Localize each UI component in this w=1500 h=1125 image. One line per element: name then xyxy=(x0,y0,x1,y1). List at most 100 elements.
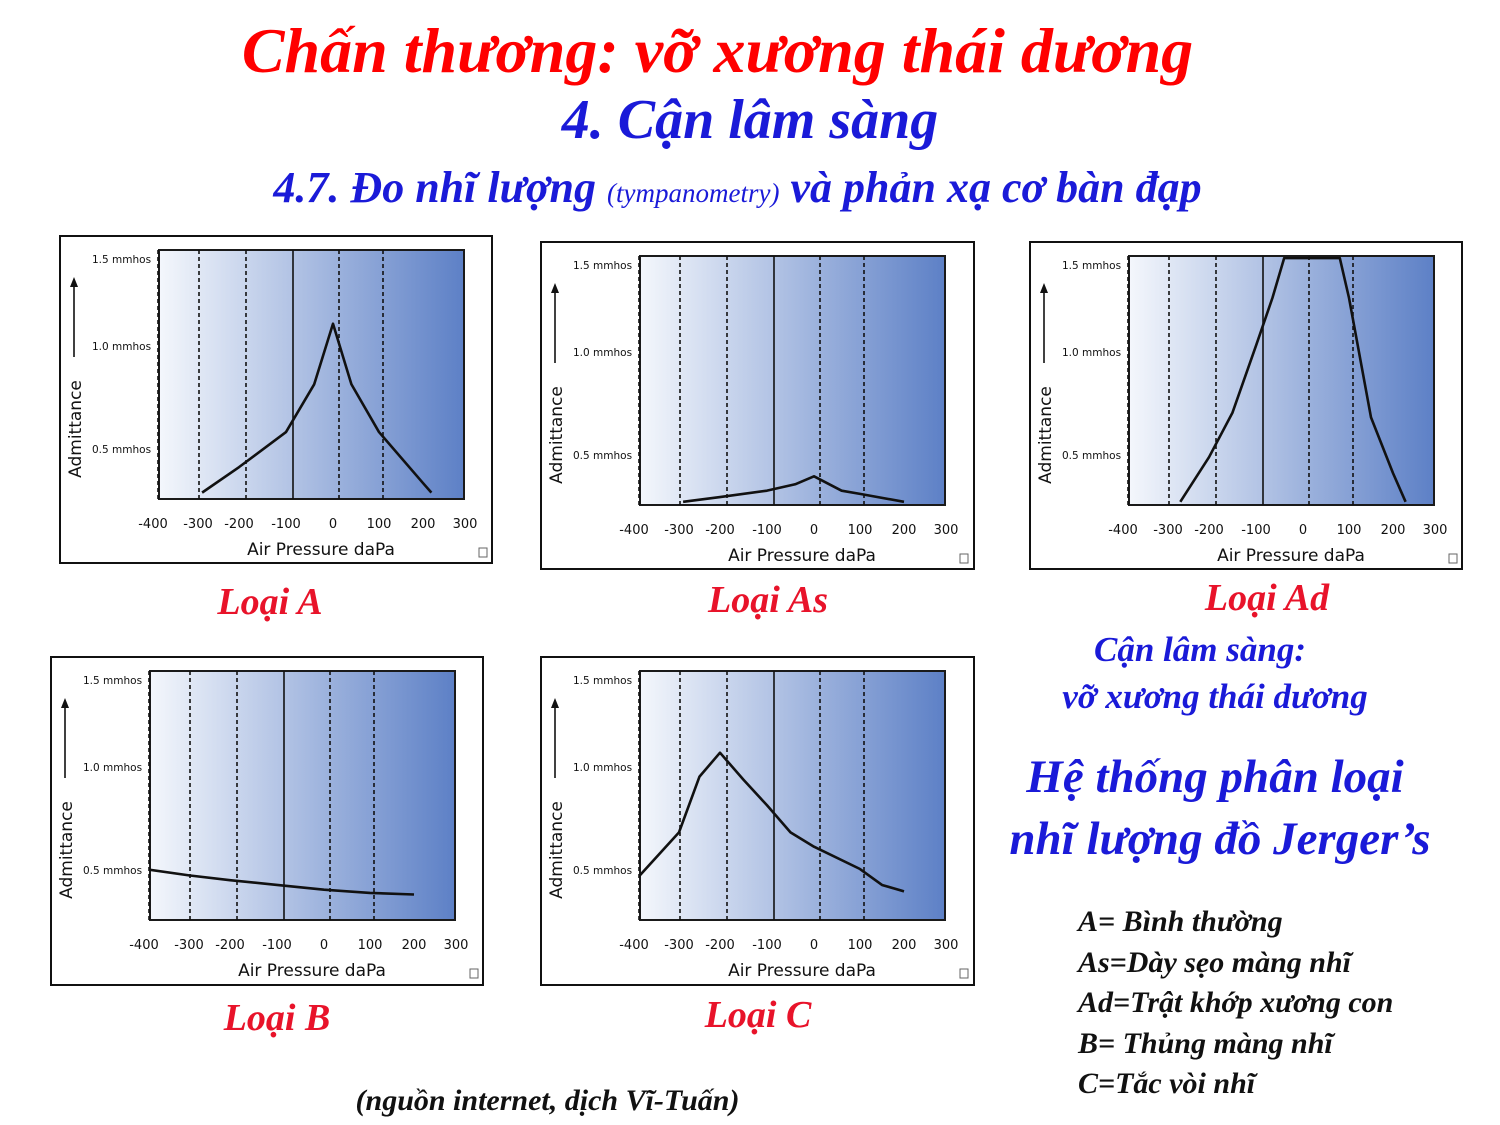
x-tick-label: -400 xyxy=(619,938,649,953)
y-axis-label: Admittance xyxy=(57,801,77,899)
plot-area xyxy=(1128,255,1435,506)
x-tick-label: 200 xyxy=(1381,523,1406,538)
y-tick-label: 1.0 mmhos xyxy=(573,347,632,359)
legend-item-as: As=Dày sẹo màng nhĩ xyxy=(1078,945,1351,979)
x-axis-label: Air Pressure daPa xyxy=(728,961,876,981)
y-tick-label: 1.5 mmhos xyxy=(1062,260,1121,272)
plot-area xyxy=(158,249,465,500)
subsection-main: 4.7. Đo nhĩ lượng xyxy=(273,163,597,212)
y-tick-label: 1.5 mmhos xyxy=(573,260,632,272)
x-tick-label: -300 xyxy=(183,517,213,532)
corner-resize-icon xyxy=(959,553,969,564)
y-tick-label: 1.5 mmhos xyxy=(92,254,151,266)
classification-legend: A= Bình thường As=Dày sẹo màng nhĩ Ad=Tr… xyxy=(1078,902,1393,1105)
plot-area xyxy=(639,255,946,506)
x-tick-label: -400 xyxy=(129,938,159,953)
y-tick-label: 1.5 mmhos xyxy=(83,675,142,687)
caption-type-c: Loại C xyxy=(704,994,812,1036)
x-tick-label: 300 xyxy=(934,523,959,538)
x-axis-label: Air Pressure daPa xyxy=(728,546,876,566)
plot-area xyxy=(149,670,456,921)
x-tick-label: 0 xyxy=(810,938,818,953)
corner-resize-icon xyxy=(478,547,488,558)
chart-panel-type-ad: 1.5 mmhos 1.0 mmhos 0.5 mmhos Admittance -40… xyxy=(1029,241,1463,570)
tympanogram-svg: 1.5 mmhos 1.0 mmhos 0.5 mmhos Admittance -40… xyxy=(66,249,488,560)
x-axis-label: Air Pressure daPa xyxy=(238,961,386,981)
x-tick-label: -300 xyxy=(174,938,204,953)
x-tick-label: 0 xyxy=(329,517,337,532)
y-tick-label: 0.5 mmhos xyxy=(1062,450,1121,462)
y-tick-label: 1.0 mmhos xyxy=(92,341,151,353)
tympanogram-svg: 1.5 mmhos 1.0 mmhos 0.5 mmhos Admittance -40… xyxy=(547,670,969,981)
y-tick-label: 0.5 mmhos xyxy=(92,444,151,456)
chart-panel-type-a: 1.5 mmhos 1.0 mmhos 0.5 mmhos Admittance -40… xyxy=(59,235,493,564)
x-tick-label: -300 xyxy=(1153,523,1183,538)
x-tick-label: -300 xyxy=(664,938,694,953)
x-tick-label: -100 xyxy=(262,938,292,953)
chart-panel-type-c: 1.5 mmhos 1.0 mmhos 0.5 mmhos Admittance -40… xyxy=(540,656,975,986)
x-axis-label: Air Pressure daPa xyxy=(1217,546,1365,566)
caption-type-ad: Loại Ad xyxy=(1204,577,1330,619)
y-axis-arrow-head xyxy=(70,277,78,287)
y-axis-label: Admittance xyxy=(547,801,567,899)
tympanogram-curve xyxy=(201,322,433,494)
caption-type-as: Loại As xyxy=(708,579,828,621)
x-tick-label: 100 xyxy=(848,523,873,538)
x-tick-label: 300 xyxy=(1423,523,1448,538)
y-tick-label: 1.5 mmhos xyxy=(573,675,632,687)
x-axis-label: Air Pressure daPa xyxy=(247,540,395,560)
legend-item-ad: Ad=Trật khớp xương con xyxy=(1078,986,1394,1019)
x-tick-label: 0 xyxy=(1299,523,1307,538)
legend-item-c: C=Tắc vòi nhĩ xyxy=(1078,1067,1256,1100)
x-tick-label: -100 xyxy=(752,523,782,538)
tympanogram-svg: 1.5 mmhos 1.0 mmhos 0.5 mmhos Admittance -40… xyxy=(547,255,969,566)
tympanogram-curve xyxy=(150,868,415,896)
x-tick-label: 0 xyxy=(320,938,328,953)
y-tick-label: 0.5 mmhos xyxy=(573,865,632,877)
y-axis-label: Admittance xyxy=(66,380,86,478)
x-tick-label: -200 xyxy=(215,938,245,953)
x-tick-label: -200 xyxy=(705,938,735,953)
y-tick-label: 1.0 mmhos xyxy=(573,762,632,774)
x-tick-label: 100 xyxy=(848,938,873,953)
y-tick-label: 0.5 mmhos xyxy=(573,450,632,462)
y-axis-label: Admittance xyxy=(547,386,567,484)
classification-heading-line2: nhĩ lượng đồ Jerger’s xyxy=(1009,813,1431,865)
corner-resize-icon xyxy=(469,968,479,979)
x-tick-label: -400 xyxy=(619,523,649,538)
x-tick-label: -300 xyxy=(664,523,694,538)
x-tick-label: 200 xyxy=(892,938,917,953)
plot-area xyxy=(639,670,946,921)
x-tick-label: -200 xyxy=(1194,523,1224,538)
caption-type-b: Loại B xyxy=(223,997,331,1039)
x-tick-label: -400 xyxy=(1108,523,1138,538)
caption-type-a: Loại A xyxy=(217,581,323,623)
subsection-tail: và phản xạ cơ bàn đạp xyxy=(790,163,1202,212)
x-tick-label: -100 xyxy=(1241,523,1271,538)
legend-item-a: A= Bình thường xyxy=(1078,905,1283,938)
y-axis-arrow-head xyxy=(1040,283,1048,293)
x-tick-label: 100 xyxy=(367,517,392,532)
chart-panel-type-b: 1.5 mmhos 1.0 mmhos 0.5 mmhos Admittance -40… xyxy=(50,656,484,986)
y-axis-arrow-head xyxy=(551,698,559,708)
tympanogram-curve xyxy=(640,751,905,893)
x-tick-label: 100 xyxy=(1337,523,1362,538)
x-tick-label: -200 xyxy=(224,517,254,532)
subsection-heading: 4.7. Đo nhĩ lượng (tympanometry) và phản… xyxy=(0,162,1475,213)
section-heading: 4. Cận lâm sàng xyxy=(561,89,939,151)
x-tick-label: 200 xyxy=(402,938,427,953)
x-tick-label: 0 xyxy=(810,523,818,538)
x-tick-label: 200 xyxy=(411,517,436,532)
x-tick-label: 100 xyxy=(358,938,383,953)
corner-resize-icon xyxy=(1448,553,1458,564)
y-tick-label: 0.5 mmhos xyxy=(83,865,142,877)
x-tick-label: 200 xyxy=(892,523,917,538)
tympanogram-curve xyxy=(682,475,905,504)
y-tick-label: 1.0 mmhos xyxy=(1062,347,1121,359)
tympanogram-curve xyxy=(1179,256,1407,503)
slide-title: Chấn thương: vỡ xương thái dương xyxy=(241,15,1194,86)
legend-item-b: B= Thủng màng nhĩ xyxy=(1078,1026,1333,1060)
x-tick-label: -100 xyxy=(271,517,301,532)
source-credit: (nguồn internet, dịch Vĩ-Tuấn) xyxy=(355,1084,740,1117)
y-axis-label: Admittance xyxy=(1036,386,1056,484)
